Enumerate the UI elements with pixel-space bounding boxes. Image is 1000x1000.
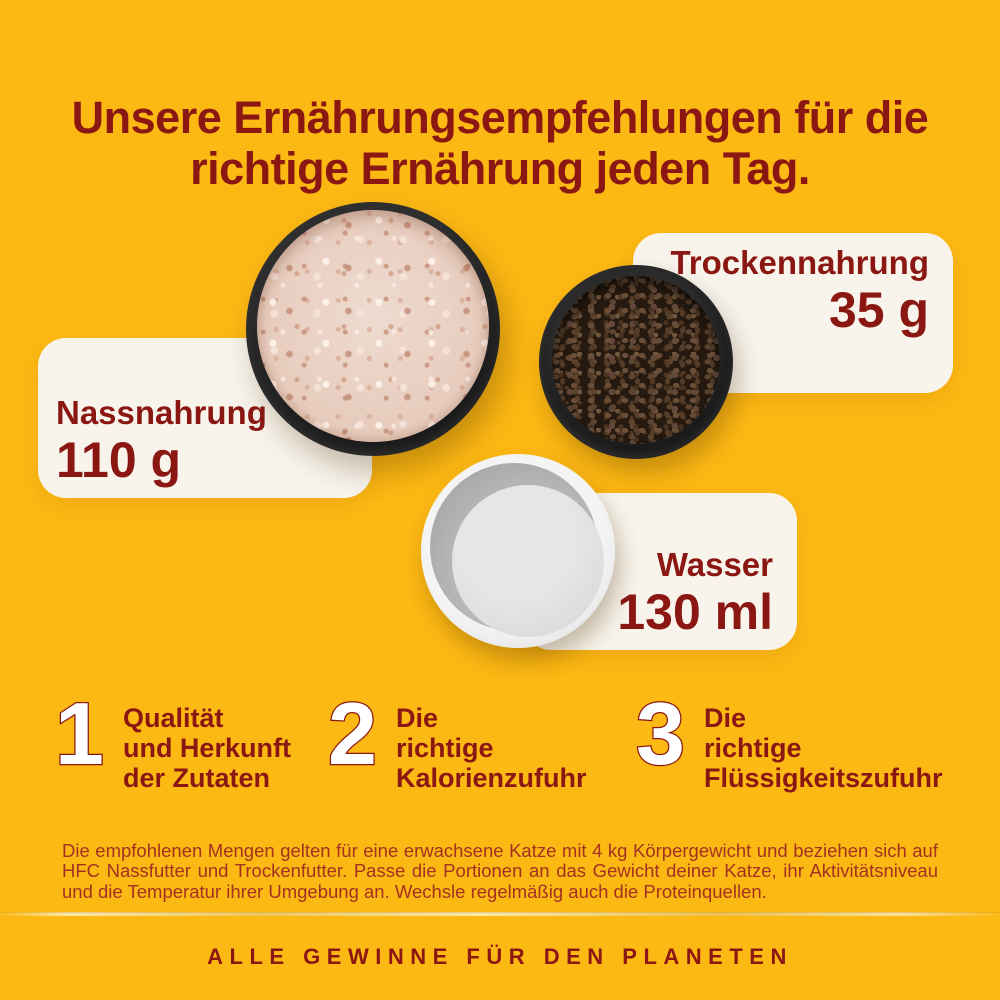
tip-calories: 2 Die richtige Kalorienzufuhr xyxy=(327,684,587,793)
dry-food-amount: 35 g xyxy=(828,281,929,338)
title-line-1: Unsere Ernährungsempfehlungen für die xyxy=(71,92,929,144)
tip-line: Die xyxy=(703,703,746,733)
tip-text-2: Die richtige Kalorienzufuhr xyxy=(396,692,587,793)
dry-food-label: Trockennahrung xyxy=(670,244,929,281)
water-amount: 130 ml xyxy=(617,584,773,640)
tip-number-2: 2 xyxy=(327,684,378,783)
footer-tagline: ALLE GEWINNE FÜR DEN PLANETEN xyxy=(207,944,793,969)
tip-line: richtige xyxy=(395,733,494,763)
tip-line: der Zutaten xyxy=(122,763,270,793)
tip-number-3: 3 xyxy=(635,684,686,783)
title-line-2: richtige Ernährung jeden Tag. xyxy=(190,143,810,195)
disclaimer-text: Die empfohlenen Mengen gelten für eine e… xyxy=(62,839,938,902)
tip-number-1: 1 xyxy=(54,684,105,783)
kibble-photo xyxy=(552,276,720,444)
tip-hydration: 3 Die richtige Flüssigkeitszufuhr xyxy=(635,684,943,793)
tip-line: Kalorienzufuhr xyxy=(395,763,587,793)
dry-food-bowl xyxy=(539,265,733,459)
wet-food-amount: 110 g xyxy=(56,432,182,488)
gold-divider xyxy=(0,912,1000,916)
wet-food-label: Nassnahrung xyxy=(56,394,267,432)
tip-line: Qualität xyxy=(122,703,224,733)
water-surface xyxy=(452,485,604,637)
tip-line: Flüssigkeitszufuhr xyxy=(703,763,943,793)
wet-food-photo xyxy=(257,210,489,442)
tip-text-3: Die richtige Flüssigkeitszufuhr xyxy=(704,692,943,793)
tip-text-1: Qualität und Herkunft der Zutaten xyxy=(123,692,291,793)
page-title: Unsere Ernährungsempfehlungen für die ri… xyxy=(0,92,1000,194)
water-label: Wasser xyxy=(656,546,773,584)
wet-food-bowl xyxy=(246,202,500,456)
tip-line: und Herkunft xyxy=(122,733,291,763)
tip-line: Die xyxy=(395,703,438,733)
tip-quality: 1 Qualität und Herkunft der Zutaten xyxy=(54,684,291,793)
tip-line: richtige xyxy=(703,733,802,763)
water-bowl xyxy=(421,454,615,648)
